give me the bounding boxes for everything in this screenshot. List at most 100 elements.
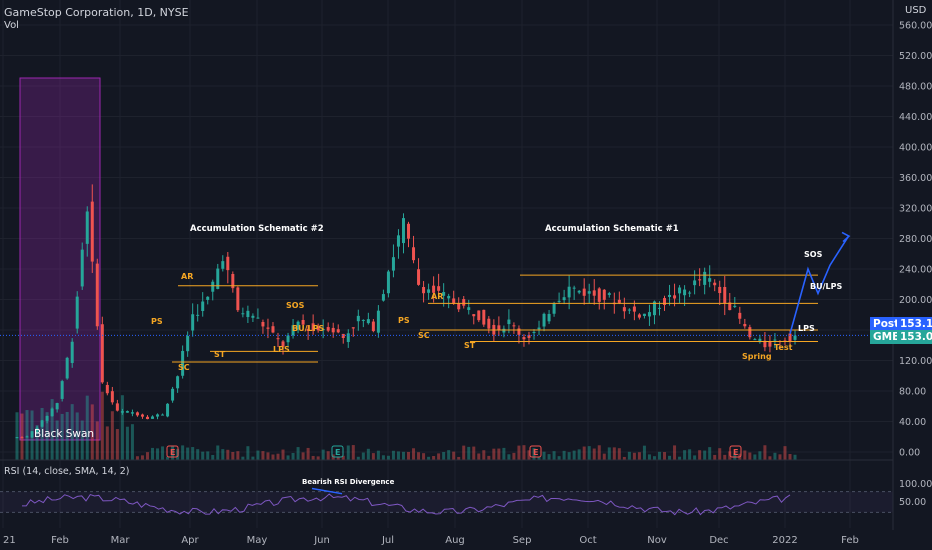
candle-body	[125, 411, 129, 413]
candle-body	[507, 319, 511, 325]
volume-bar	[376, 450, 380, 460]
candle-body	[361, 319, 365, 321]
last-badge-label: GME	[870, 330, 902, 344]
price-tick-label: 80.00	[899, 387, 926, 398]
volume-bar	[612, 447, 616, 460]
candle-body	[673, 295, 677, 299]
volume-bar	[427, 456, 431, 460]
volume-bar	[15, 412, 19, 460]
volume-bar	[642, 445, 646, 460]
volume-bar	[683, 450, 687, 460]
volume-bar	[201, 451, 205, 460]
volume-bar	[216, 445, 220, 460]
candle-body	[567, 286, 571, 298]
volume-bar	[105, 426, 109, 460]
candle-body	[135, 412, 139, 416]
candle-body	[532, 331, 536, 333]
wyckoff-label: ST	[214, 350, 226, 359]
volume-bar	[592, 448, 596, 460]
volume-bar	[40, 407, 44, 460]
candle-body	[231, 273, 235, 289]
volume-bar	[778, 454, 782, 460]
candle-body	[738, 312, 742, 319]
volume-bar	[206, 451, 210, 460]
wyckoff-label: Spring	[742, 352, 772, 361]
candle-body	[723, 287, 727, 304]
volume-bar	[678, 456, 682, 460]
volume-bar	[607, 447, 611, 460]
candle-body	[627, 309, 631, 311]
volume-bar	[517, 445, 521, 460]
volume-bar	[156, 448, 160, 460]
candle-body	[537, 327, 541, 330]
wyckoff-label: PS	[151, 317, 163, 326]
candle-body	[95, 263, 99, 327]
candle-body	[191, 314, 195, 331]
volume-bar	[482, 450, 486, 460]
volume-bar	[673, 445, 677, 460]
volume-bar	[110, 411, 114, 460]
wyckoff-label: SOS	[804, 250, 823, 259]
post-badge-label: Post	[870, 317, 902, 331]
candle-body	[176, 376, 180, 389]
volume-bar	[743, 450, 747, 460]
volume-bar	[542, 451, 546, 460]
candle-body	[793, 335, 797, 340]
candle-body	[366, 319, 370, 324]
price-tick-label: 320.00	[899, 204, 932, 215]
candle-body	[341, 333, 345, 339]
candle-body	[161, 414, 165, 416]
candle-body	[281, 341, 285, 347]
candle-body	[40, 420, 44, 427]
candle-body	[80, 249, 84, 287]
volume-bar	[748, 452, 752, 460]
price-tick-label: 40.00	[899, 417, 926, 428]
candle-body	[105, 384, 109, 394]
volume-bar	[587, 446, 591, 460]
wyckoff-label: Test	[774, 343, 793, 352]
candle-body	[211, 281, 215, 292]
rsi-band	[0, 491, 893, 513]
candle-body	[15, 437, 19, 439]
candle-body	[226, 256, 230, 271]
price-tick-label: 280.00	[899, 234, 932, 245]
time-axis-label: Jul	[381, 535, 394, 546]
earnings-marker-box	[166, 445, 179, 458]
volume-bar	[386, 455, 390, 460]
volume-bar	[221, 449, 225, 460]
candle-body	[592, 290, 596, 296]
candle-body	[522, 337, 526, 340]
candle-body	[517, 328, 521, 335]
volume-bar	[688, 449, 692, 460]
volume-bar	[647, 454, 651, 460]
volume-bar	[306, 447, 310, 460]
candle-body	[512, 325, 516, 327]
volume-bar	[422, 453, 426, 460]
volume-bar	[693, 455, 697, 460]
candle-body	[472, 314, 476, 317]
candle-body	[597, 288, 601, 302]
candle-body	[30, 431, 34, 438]
volume-bar	[713, 454, 717, 460]
candle-body	[401, 218, 405, 244]
candle-body	[60, 381, 64, 399]
earnings-marker-box	[529, 445, 542, 458]
time-axis-label: Feb	[51, 535, 69, 546]
wyckoff-label: SOS	[286, 301, 305, 310]
volume-bar	[708, 447, 712, 460]
candle-body	[602, 289, 606, 300]
volume-bar	[412, 448, 416, 460]
candle-body	[708, 278, 712, 282]
volume-bar	[768, 456, 772, 460]
volume-bar	[522, 445, 526, 460]
rsi-tick-label: 50.00	[899, 497, 926, 508]
volume-bar	[602, 453, 606, 460]
candles	[15, 184, 797, 439]
volume-bar	[512, 452, 516, 460]
volume-bar	[181, 445, 185, 460]
candle-body	[246, 310, 250, 318]
volume-bar	[396, 451, 400, 460]
schematic-2-title: Accumulation Schematic #2	[190, 224, 324, 234]
volume-bar	[286, 455, 290, 460]
